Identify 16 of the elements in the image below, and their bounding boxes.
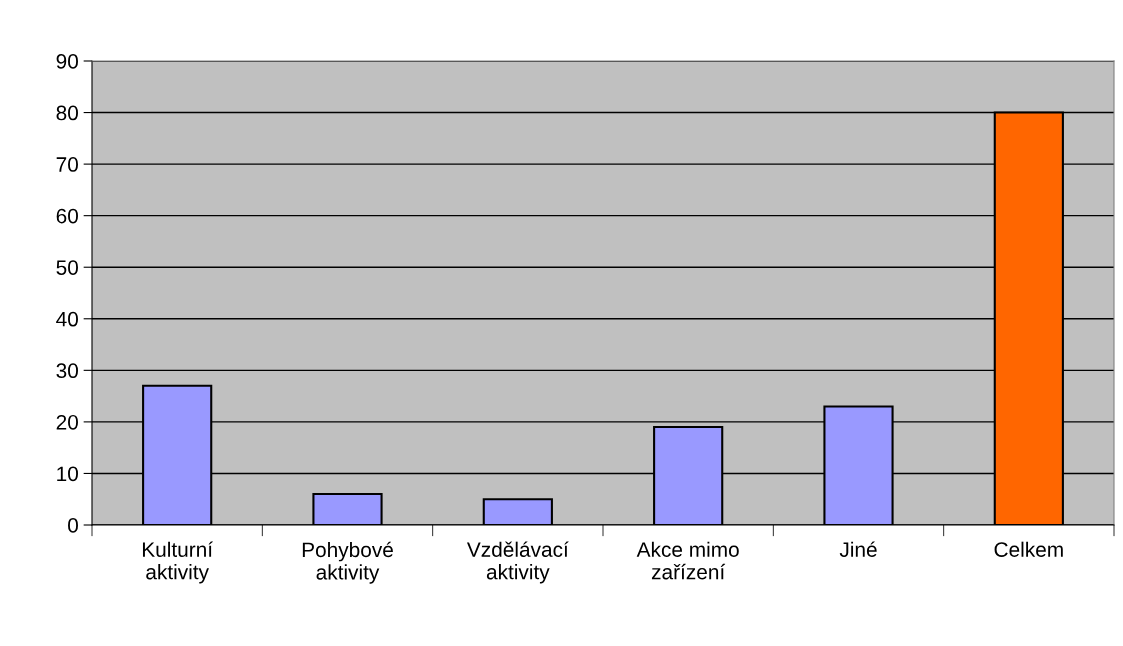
x-tick-label: Celkem: [994, 541, 1063, 557]
x-tick-label: Jiné: [839, 541, 877, 557]
y-tick-label: 50: [56, 260, 78, 275]
y-tick-label: 30: [56, 363, 78, 379]
y-tick-label: 20: [56, 414, 78, 430]
y-tick-label: 10: [57, 466, 78, 482]
x-tick-label: Akce mimo zařízení: [636, 541, 739, 580]
y-tick-label: 70: [56, 157, 78, 172]
y-tick-label: 90: [56, 54, 78, 69]
y-tick-label: 80: [56, 105, 78, 121]
y-tick-label: 0: [68, 518, 78, 533]
x-tick-label: Vzdělávací aktivity: [466, 541, 569, 584]
y-tick-label: 40: [56, 311, 78, 327]
x-tick-label: Kulturní aktivity: [142, 541, 213, 584]
x-tick-label: Pohybové aktivity: [302, 541, 393, 584]
y-tick-label: 60: [56, 208, 78, 224]
